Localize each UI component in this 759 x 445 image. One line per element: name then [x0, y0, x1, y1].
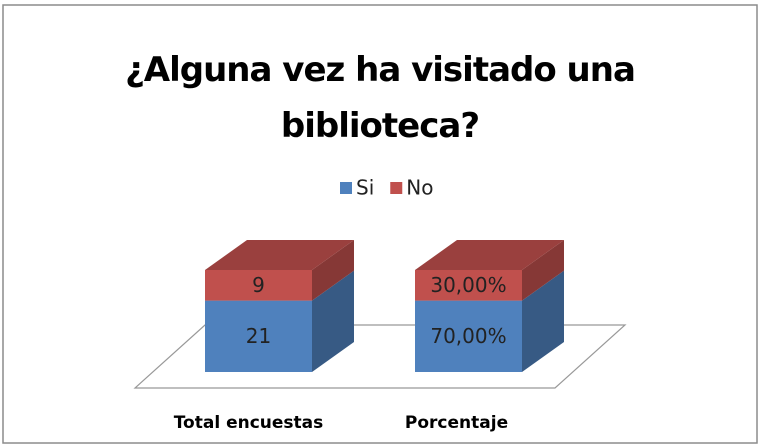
legend-swatch [340, 182, 352, 194]
bar-side [312, 270, 354, 372]
data-label: 9 [252, 273, 265, 297]
data-label: 70,00% [430, 324, 506, 348]
data-label: 30,00% [430, 273, 506, 297]
bar [205, 300, 312, 372]
bar-side [522, 270, 564, 372]
bar-side [522, 240, 564, 301]
bar [415, 270, 522, 301]
bar-side [312, 240, 354, 301]
bar [205, 270, 312, 301]
legend-label: Si [356, 176, 374, 200]
data-label: 21 [246, 324, 271, 348]
bar [415, 300, 522, 372]
chart-title: ¿Alguna vez ha visitado una biblioteca? [125, 50, 636, 146]
legend-label: No [406, 176, 433, 200]
bar-top [205, 240, 354, 270]
x-tick-label: Porcentaje [405, 413, 508, 433]
legend-swatch [390, 182, 403, 194]
bar-top [415, 240, 564, 270]
x-tick-label: Total encuestas [174, 413, 324, 433]
